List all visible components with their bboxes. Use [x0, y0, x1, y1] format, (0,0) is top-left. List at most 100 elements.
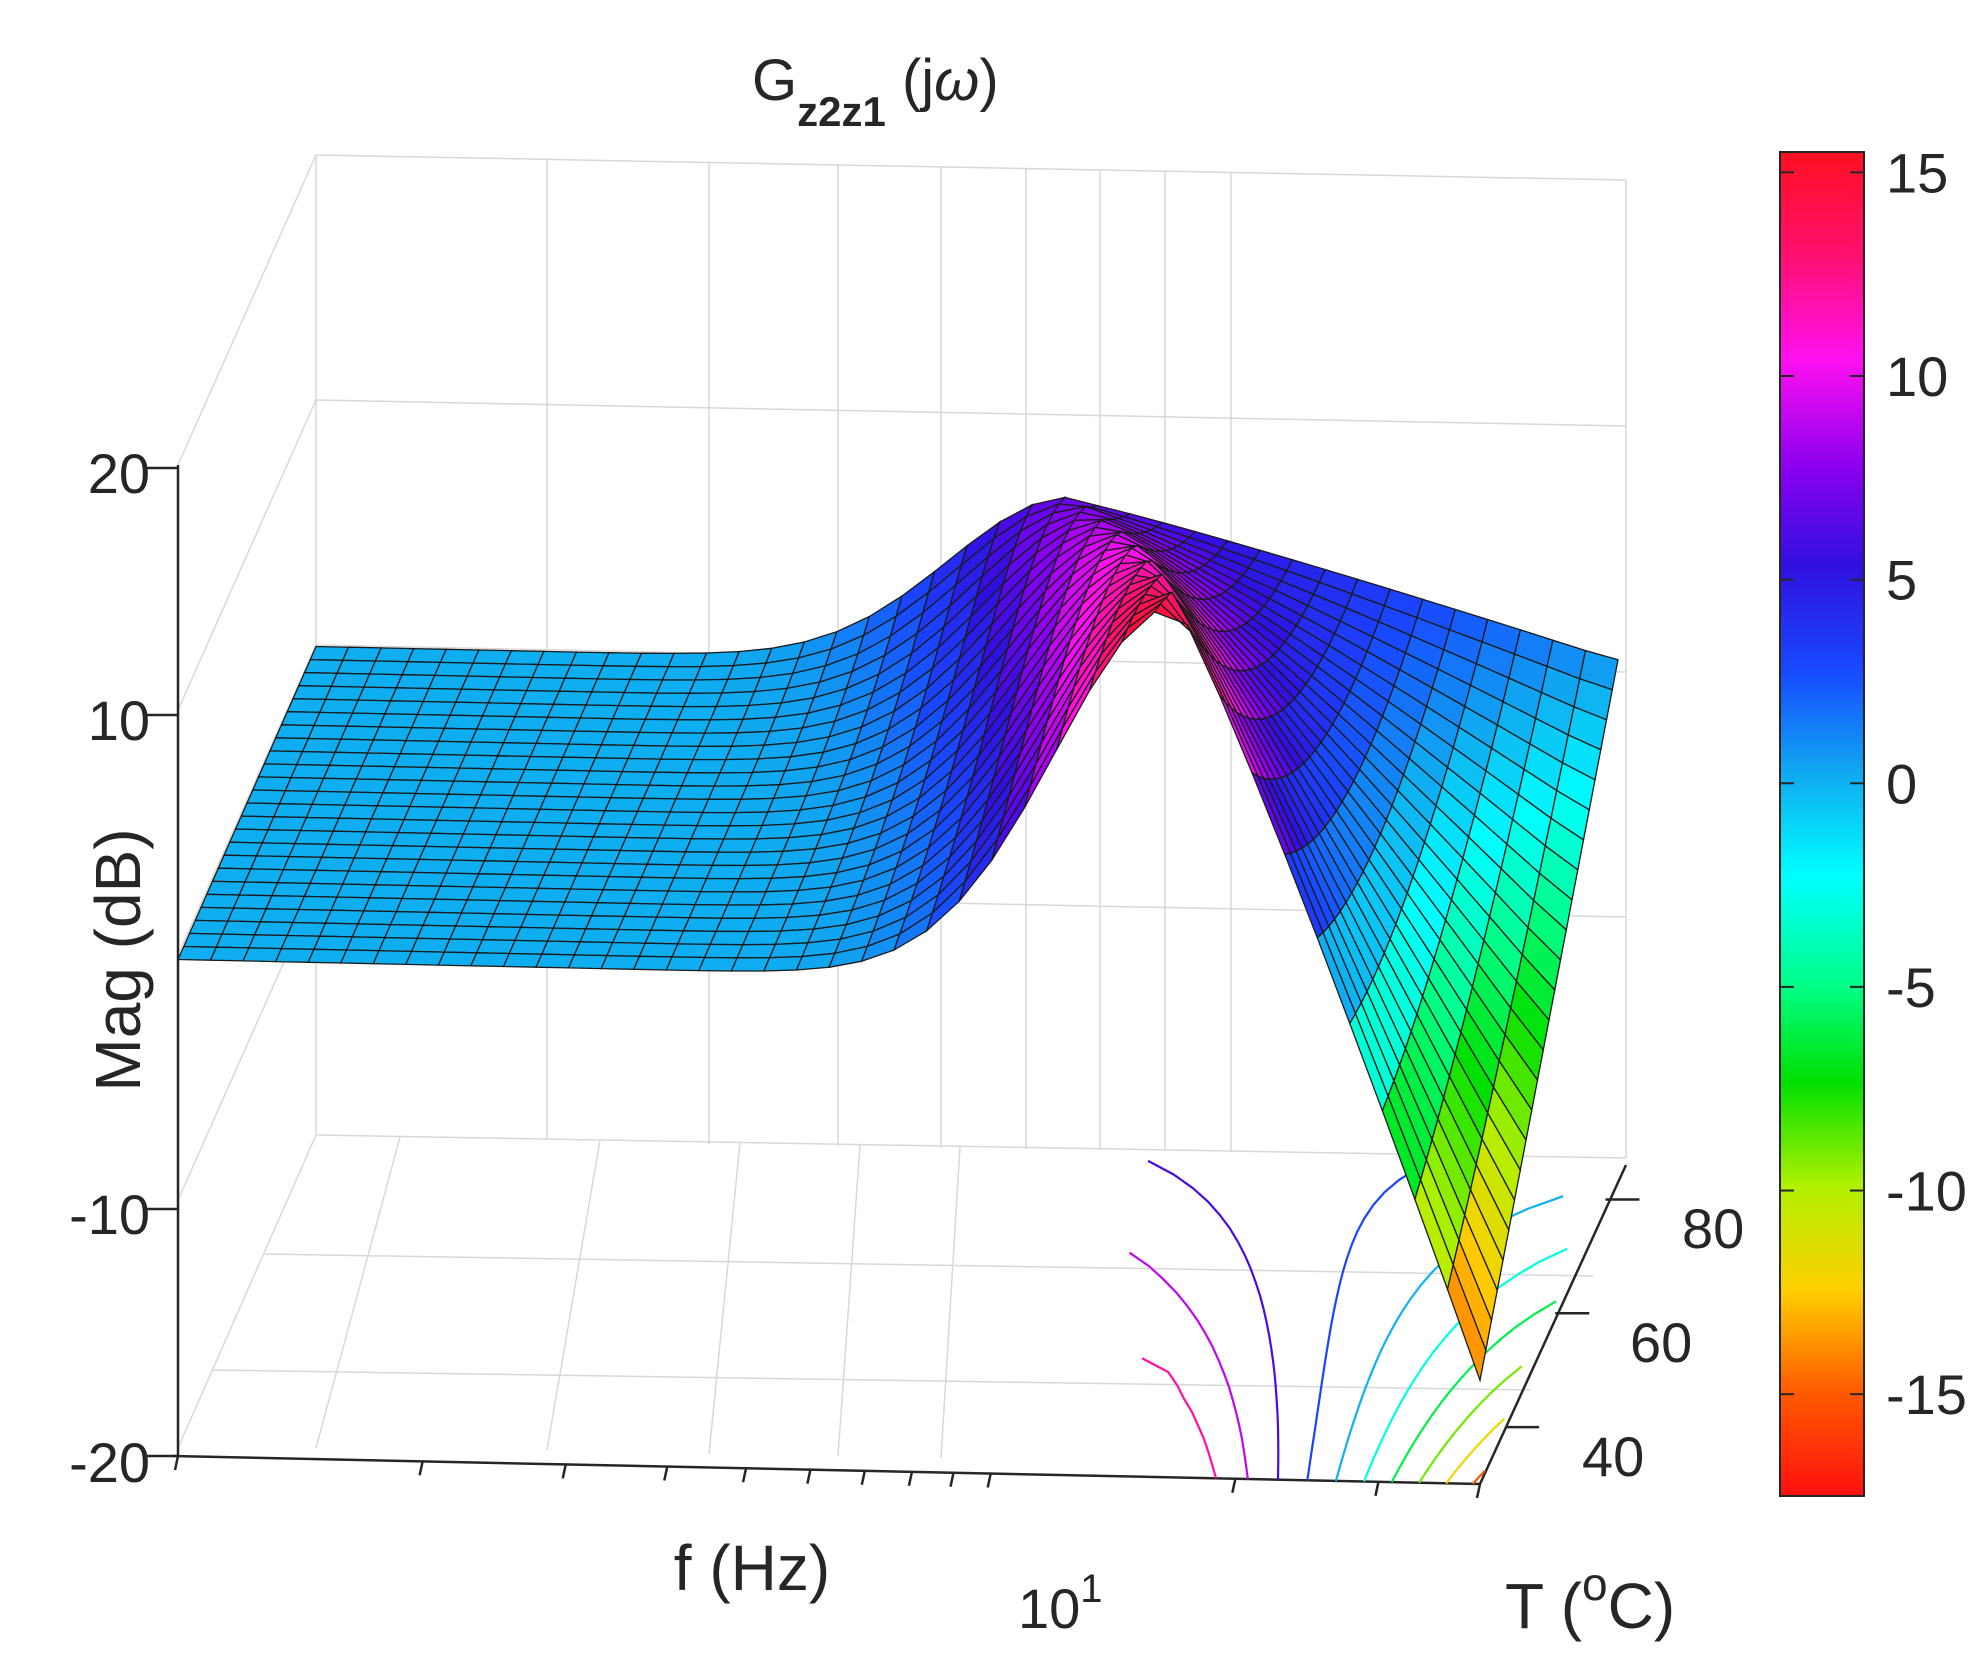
- surface-cell: [447, 780, 488, 796]
- z-tick-label: -20: [69, 1431, 150, 1494]
- surface-cell: [493, 676, 534, 692]
- surface-cell: [351, 699, 392, 715]
- surface-cell: [355, 765, 396, 781]
- surface-cell: [655, 903, 696, 919]
- surface-cell: [280, 711, 321, 727]
- surface-cell: [205, 880, 246, 896]
- surface-cell: [307, 948, 348, 964]
- surface-cell: [182, 932, 223, 948]
- surface-cell: [611, 928, 652, 944]
- surface-cell: [537, 650, 578, 666]
- surface-mesh: [177, 496, 1619, 1383]
- surface-cell: [661, 665, 702, 681]
- x-tick: [1475, 1483, 1482, 1499]
- surface-cell: [682, 917, 723, 932]
- surface-cell: [416, 924, 457, 940]
- surface-cell: [336, 659, 377, 675]
- surface-cell: [228, 828, 270, 844]
- surface-cell: [449, 701, 490, 717]
- surface-cell: [387, 766, 428, 782]
- surface-cell: [623, 902, 664, 918]
- surface-cell: [270, 882, 312, 898]
- surface-cell: [177, 945, 218, 961]
- surface-cell: [642, 784, 683, 800]
- colorbar-tick-label: 0: [1886, 752, 1917, 815]
- surface-cell: [726, 891, 767, 906]
- surface-cell: [406, 871, 448, 887]
- surface-cell: [456, 833, 497, 849]
- surface-cell: [393, 753, 434, 769]
- surface-cell: [345, 712, 386, 728]
- surface-cell: [368, 884, 409, 900]
- surface-cell: [517, 768, 559, 784]
- surface-cell: [251, 776, 292, 792]
- surface-cell: [267, 816, 308, 832]
- surface-cell: [452, 767, 494, 783]
- surface-cell: [611, 704, 652, 720]
- colorbar: -15 -10 -5 0 5 10 15: [1779, 141, 1967, 1497]
- surface-cell: [406, 647, 448, 664]
- z-axis-label: Mag (dB): [82, 828, 154, 1091]
- surface-cell: [472, 649, 513, 665]
- surface-cell: [502, 729, 543, 745]
- z-tick-label: -10: [69, 1183, 150, 1246]
- surface-cell: [487, 689, 528, 705]
- surface-cell: [519, 689, 561, 705]
- surface-cell: [479, 781, 520, 797]
- surface-cell: [404, 950, 446, 966]
- surface-cell: [533, 808, 574, 824]
- surface-cell: [416, 700, 457, 716]
- surface-cell: [422, 911, 463, 927]
- x-tick: [173, 1455, 180, 1471]
- surface-cell: [550, 769, 591, 785]
- axis-lines: [171, 465, 1628, 1486]
- contour-line: [1128, 1251, 1249, 1480]
- surface-cell: [426, 753, 467, 769]
- surface-cell: [741, 930, 783, 946]
- surface-cell: [380, 858, 421, 874]
- surface-cell: [412, 858, 453, 874]
- surface-cell: [701, 798, 742, 814]
- surface-cell: [209, 946, 250, 962]
- surface-cell: [732, 877, 773, 893]
- surface-cell: [378, 713, 419, 729]
- surface-cell: [307, 724, 348, 740]
- surface-cell: [422, 687, 463, 703]
- floor-diag: [708, 1142, 741, 1455]
- surface-cell: [324, 685, 365, 701]
- surface-cell: [431, 740, 472, 756]
- surface-cell: [625, 823, 666, 839]
- surface-cell: [515, 847, 557, 863]
- x-tick: [986, 1473, 992, 1488]
- surface-cell: [246, 789, 287, 805]
- surface-cell: [648, 771, 689, 787]
- surface-cell: [211, 867, 252, 883]
- surface-cell: [330, 672, 371, 688]
- surface-cell: [443, 714, 484, 730]
- surface-cell: [332, 817, 373, 833]
- hgrid: [315, 399, 1627, 427]
- x-axis-line: [171, 1454, 1481, 1486]
- colorbar-tick-label: -15: [1886, 1363, 1967, 1426]
- surface-cell: [539, 795, 580, 811]
- surface-cell: [525, 900, 566, 916]
- surface-cell: [644, 929, 685, 945]
- surface-cell: [508, 939, 549, 955]
- surface-cell: [473, 794, 515, 810]
- surface-cell: [313, 711, 354, 727]
- surface-cell: [535, 953, 576, 969]
- surface-cell: [673, 864, 714, 880]
- surface-cell: [494, 821, 536, 837]
- surface-cell: [291, 908, 333, 924]
- surface-cell: [548, 848, 589, 864]
- surface-cell: [581, 849, 622, 865]
- surface-cell: [588, 757, 629, 773]
- x-tick: [1374, 1481, 1380, 1497]
- dgrid: [177, 644, 317, 956]
- x-tick: [561, 1464, 567, 1479]
- surface-cell: [571, 796, 612, 812]
- surface-cell: [282, 855, 323, 871]
- surface-cell: [504, 650, 545, 666]
- surface-cell: [240, 802, 281, 818]
